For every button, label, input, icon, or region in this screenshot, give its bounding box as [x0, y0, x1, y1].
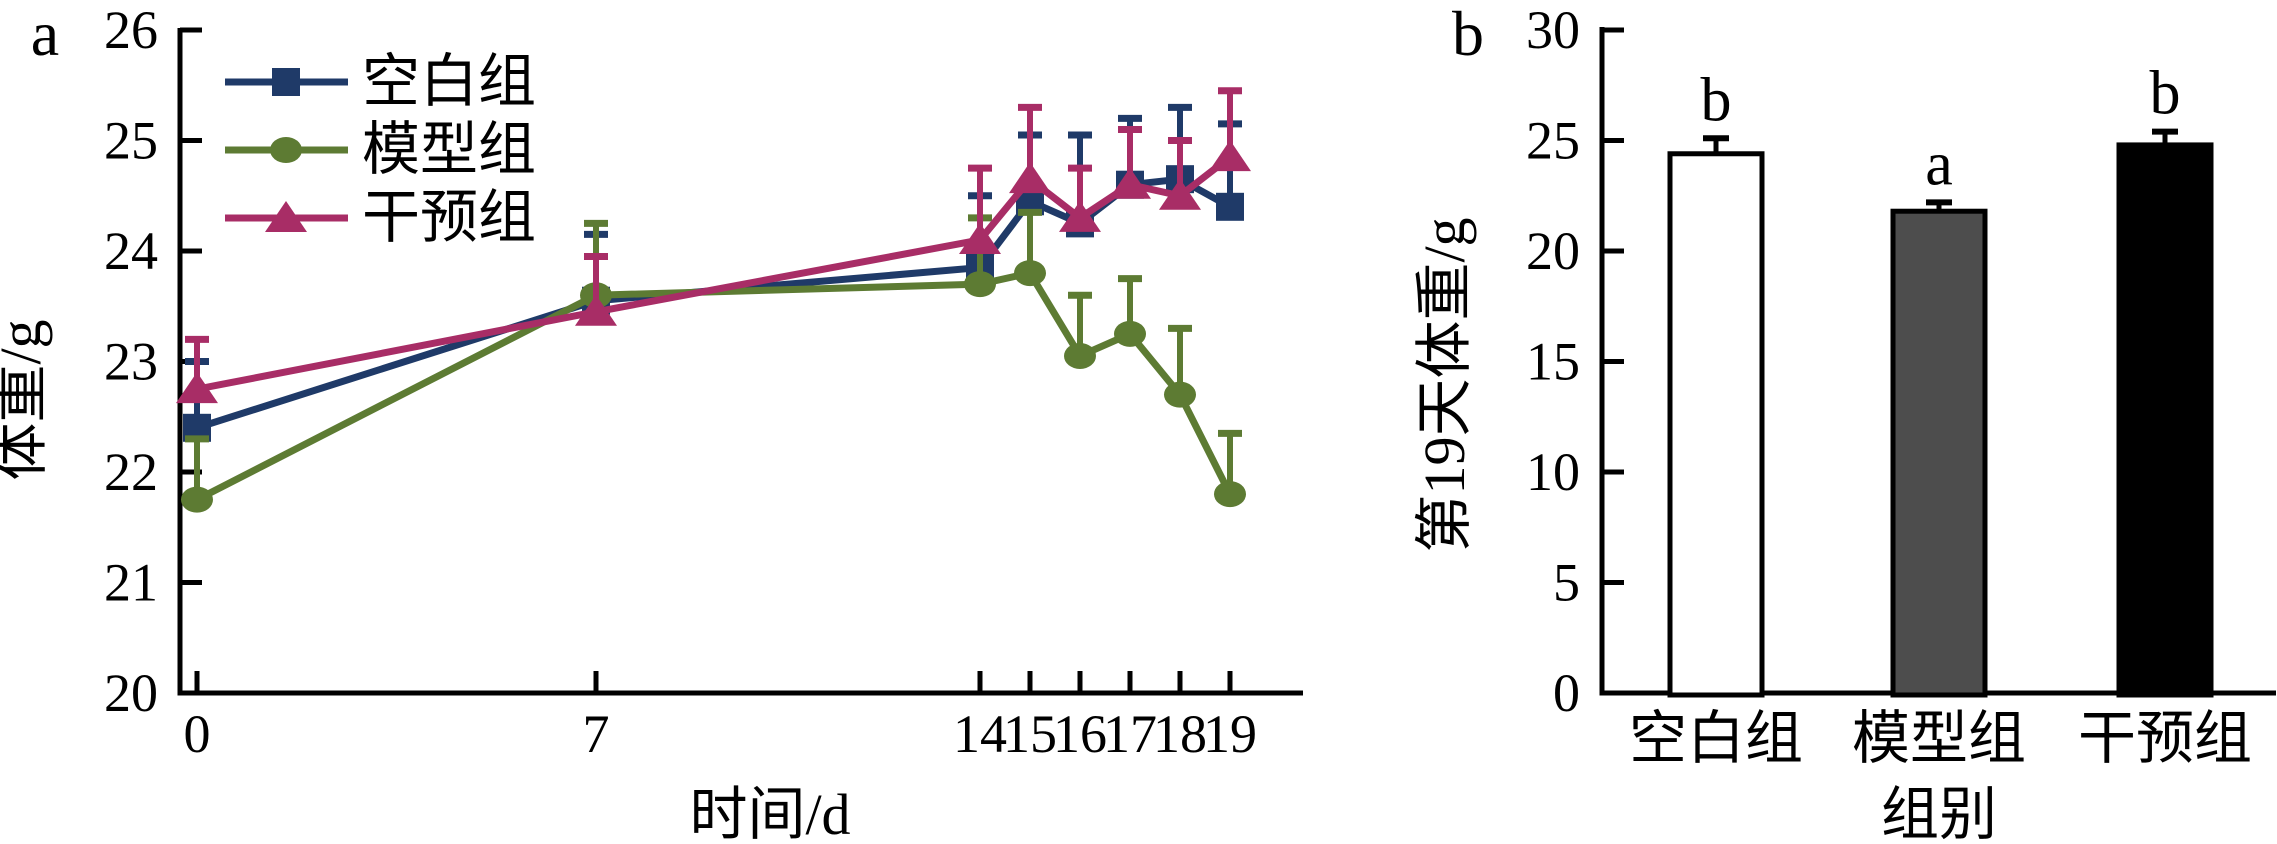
series-intervention-group — [176, 87, 1251, 404]
panel-a-letter: a — [31, 0, 59, 69]
x-tick-label: 18 — [1153, 704, 1207, 764]
marker-circle-model-group — [1064, 342, 1096, 369]
x-tick-label: 16 — [1053, 704, 1107, 764]
category-label-blank-group: 空白组 — [1629, 706, 1803, 771]
marker-circle-model-group — [1014, 260, 1046, 287]
panel-a-y-axis-title: 体重/g — [0, 319, 53, 480]
y-tick-label: 20 — [1526, 221, 1580, 281]
legend-entry-blank-group: 空白组 — [225, 49, 536, 114]
y-tick-label: 23 — [104, 332, 158, 392]
legend-entry-intervention-group: 干预组 — [225, 185, 536, 250]
y-tick-label: 22 — [104, 442, 158, 502]
y-tick-label: 0 — [1553, 663, 1580, 723]
series-blank-group — [183, 103, 1244, 442]
x-tick-label: 14 — [953, 704, 1007, 764]
legend-label-blank-group: 空白组 — [362, 49, 536, 114]
bar-model-group — [1890, 208, 1988, 698]
marker-triangle-intervention-group — [1109, 167, 1151, 199]
category-label-model-group: 模型组 — [1852, 706, 2026, 771]
y-tick-label: 26 — [104, 0, 158, 60]
y-tick-label: 10 — [1526, 442, 1580, 502]
x-tick-label: 19 — [1203, 704, 1257, 764]
sig-letter-model-group: a — [1925, 130, 1953, 198]
marker-triangle-intervention-group — [1059, 200, 1101, 232]
y-tick-label: 15 — [1526, 332, 1580, 392]
x-tick-label: 7 — [583, 704, 610, 764]
series-model-group — [181, 208, 1246, 513]
y-tick-label: 24 — [104, 221, 158, 281]
marker-triangle-intervention-group — [1009, 162, 1051, 194]
category-label-intervention-group: 干预组 — [2078, 706, 2252, 771]
marker-circle-model-group — [1114, 320, 1146, 347]
marker-circle-model-group — [1164, 381, 1196, 408]
marker-triangle-intervention-group — [1159, 178, 1201, 210]
panel-b-x-axis-title: 组别 — [1881, 782, 1997, 844]
panel-b-bar-chart: 0 5 10 15 20 25 30 b 空白组 a 模型组 b 干预组 b 第19天体重/g 组别 — [1412, 0, 2276, 844]
y-tick-label: 21 — [104, 553, 158, 613]
bar-intervention-group — [2116, 142, 2214, 698]
bar-group-model-group: a — [1890, 130, 1988, 698]
panel-b-y-axis-title: 第19天体重/g — [1412, 217, 1477, 552]
marker-square-blank-group — [1216, 192, 1244, 221]
marker-circle-model-group — [964, 271, 996, 298]
marker-triangle-intervention-group — [959, 222, 1001, 254]
x-tick-label: 15 — [1003, 704, 1057, 764]
series-line-model-group — [195, 269, 1234, 503]
marker-triangle-intervention-group — [176, 372, 218, 404]
y-tick-label: 30 — [1526, 0, 1580, 60]
y-tick-label: 25 — [1526, 111, 1580, 171]
legend-entry-model-group: 模型组 — [225, 117, 536, 182]
marker-circle-model-group — [181, 486, 213, 513]
legend-label-intervention-group: 干预组 — [362, 185, 536, 250]
y-tick-label: 20 — [104, 663, 158, 723]
bar-group-blank-group: b — [1667, 66, 1765, 698]
y-tick-label: 5 — [1553, 553, 1580, 613]
panel-a-x-axis-title: 时间/d — [689, 782, 850, 844]
panel-b-letter: b — [1452, 0, 1484, 69]
legend-label-model-group: 模型组 — [362, 117, 536, 182]
legend-marker-circle-model-group — [270, 137, 302, 163]
sig-letter-blank-group: b — [1701, 66, 1732, 134]
bar-blank-group — [1667, 151, 1765, 698]
marker-triangle-intervention-group — [575, 294, 617, 326]
y-tick-label: 25 — [104, 111, 158, 171]
x-tick-label: 17 — [1103, 704, 1157, 764]
bar-group-intervention-group: b — [2116, 60, 2214, 698]
marker-triangle-intervention-group — [1209, 140, 1251, 172]
marker-circle-model-group — [1214, 481, 1246, 508]
x-tick-label: 0 — [184, 704, 211, 764]
legend-marker-triangle-intervention-group — [265, 201, 307, 232]
sig-letter-intervention-group: b — [2150, 60, 2181, 128]
legend-marker-square-blank-group — [272, 68, 300, 96]
